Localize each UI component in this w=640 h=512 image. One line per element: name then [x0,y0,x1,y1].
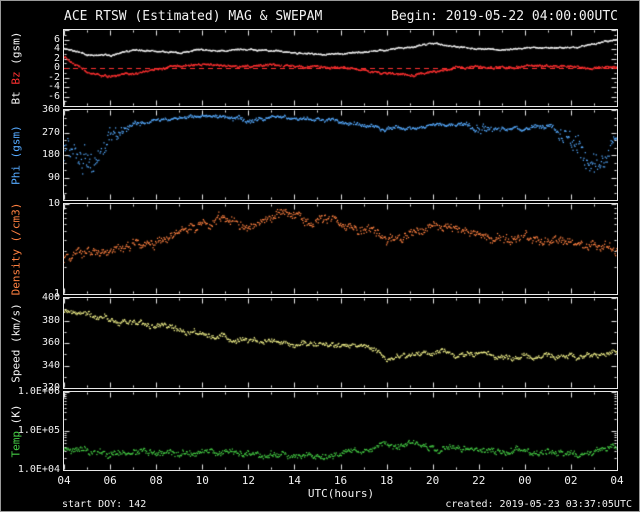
y-tick-label-density: 1 [53,288,60,299]
x-tick-label: 18 [379,474,394,487]
y-axis-label-part: (/cm3) [9,202,23,249]
begin-timestamp: Begin: 2019-05-22 04:00:00UTC [391,9,618,24]
y-axis-label-part: (K) [9,404,23,431]
y-tick-label-density: 10 [47,198,60,209]
x-tick-label: 06 [103,474,117,487]
plot-title: ACE RTSW (Estimated) MAG & SWEPAM [64,9,323,24]
y-tick-label-mag: 6 [53,33,60,45]
y-axis-label-temp: Temp (K) [10,405,23,458]
panel-canvas-temp [64,392,617,470]
y-tick-label-mag: -2 [47,71,60,83]
panel-canvas-phi [64,110,617,200]
y-tick-label-temp: 1.0E+05 [17,425,60,436]
y-axis-label-part: (km/s) [9,303,23,350]
y-axis-label-part: Phi [9,164,23,185]
x-tick-label: 08 [149,474,163,487]
y-axis-label-part: Temp [9,431,23,458]
y-tick-label-speed: 380 [41,314,60,326]
y-axis-label-phi: Phi (gsm) [10,125,23,185]
y-tick-label-mag: 2 [53,52,60,64]
x-tick-label: 04 [610,474,624,487]
y-tick-label-speed: 360 [41,337,60,348]
y-tick-label-phi: 270 [41,126,60,138]
y-tick-label-mag: 0 [53,62,60,73]
y-axis-label-part: (gsm) [9,125,23,165]
y-axis-label-part: Bz [9,71,23,92]
panel-canvas-density [64,204,617,294]
panel-mag [63,29,618,107]
y-tick-label-speed: 340 [41,359,60,371]
y-tick-label-temp: 1.0E+04 [17,464,60,475]
x-tick-label: 14 [287,474,302,487]
panel-temp [63,391,618,471]
y-tick-label-speed: 320 [41,382,60,393]
y-tick-label-temp: 1.0E+06 [17,386,60,397]
y-tick-label-mag: -4 [47,81,60,92]
created-timestamp: created: 2019-05-23 03:37:05UTC [445,499,632,510]
panel-speed [63,297,618,389]
y-tick-label-phi: 90 [47,171,60,183]
x-tick-label: 16 [333,474,348,487]
start-doy-label: start DOY: 142 [62,499,147,510]
x-tick-label: 04 [57,474,71,487]
x-tick-label: 00 [518,474,532,487]
x-tick-label: 22 [472,474,486,487]
x-tick-label: 10 [195,474,209,487]
x-tick-label: 02 [564,474,578,487]
y-tick-label-phi: 180 [41,149,60,160]
y-axis-label-speed: Speed (km/s) [10,303,23,382]
panel-canvas-mag [64,30,617,106]
panel-phi [63,109,618,201]
y-tick-label-mag: 4 [53,43,60,54]
y-axis-label-density: Density (/cm3) [10,203,23,296]
y-axis-label-part: Density [9,249,23,296]
y-axis-label-part: (gsm) [9,31,23,72]
panel-canvas-speed [64,298,617,388]
y-axis-label-part: Bt [9,91,23,105]
y-tick-label-speed: 400 [41,292,60,303]
y-tick-label-phi: 360 [41,104,60,115]
y-tick-label-mag: -6 [47,90,60,102]
panel-density [63,203,618,295]
y-axis-label-mag: Bt Bz (gsm) [10,32,23,105]
y-axis-label-part: Speed [9,349,23,383]
x-axis-title: UTC(hours) [307,487,375,500]
x-tick-label: 20 [426,474,440,487]
x-tick-label: 12 [241,474,255,487]
